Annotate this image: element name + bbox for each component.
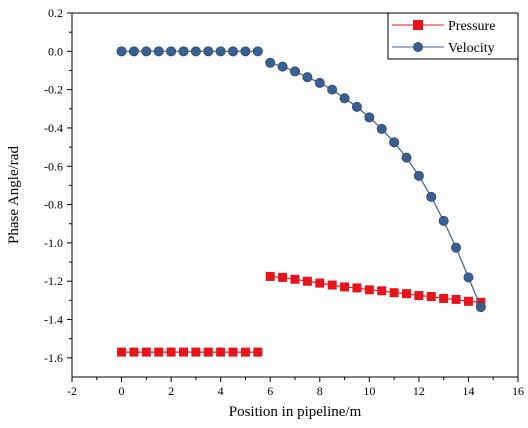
pressure-point	[141, 347, 151, 357]
pressure-point	[154, 347, 164, 357]
velocity-point	[289, 66, 300, 77]
x-tick-label: 16	[512, 384, 524, 398]
x-tick-label: 0	[119, 384, 125, 398]
x-tick-label: 2	[168, 384, 174, 398]
legend-box	[387, 12, 519, 60]
pressure-point	[203, 347, 213, 357]
velocity-point	[228, 46, 239, 57]
velocity-point	[314, 77, 325, 88]
velocity-point	[463, 272, 474, 283]
velocity-point	[351, 101, 362, 112]
velocity-point	[252, 46, 263, 57]
x-tick-label: 8	[317, 384, 323, 398]
y-tick-label: 0.2	[48, 6, 63, 20]
x-tick-label: 10	[363, 384, 375, 398]
velocity-point	[339, 93, 350, 104]
velocity-point	[128, 46, 139, 57]
y-tick-label: -1.4	[44, 313, 63, 327]
y-axis-title: Phase Angle/rad	[6, 146, 22, 244]
y-tick-label: -1.0	[44, 236, 63, 250]
velocity-point	[277, 61, 288, 72]
pressure-point	[129, 347, 139, 357]
axes-layer: -2 0 2 4 6 8 10 12 14 16 0.2 0.0 -0.2 -0.4 -0.6 -0.8 -1.…	[44, 6, 524, 398]
velocity-point	[364, 112, 375, 123]
x-tick-label: 12	[413, 384, 425, 398]
velocity-point	[401, 152, 412, 163]
pressure-point	[179, 347, 188, 357]
legend-pressure-marker	[413, 20, 423, 30]
pressure-point	[240, 347, 250, 357]
pressure-point	[463, 296, 473, 306]
pressure-point	[377, 286, 387, 296]
y-tick-label: 0.0	[48, 44, 63, 58]
pressure-point	[166, 347, 176, 357]
series-layer	[116, 46, 486, 357]
y-tick-label: -0.2	[44, 83, 63, 97]
pressure-point	[253, 347, 263, 357]
velocity-point	[426, 191, 437, 202]
pressure-point	[290, 274, 300, 284]
velocity-point	[438, 215, 449, 226]
legend-velocity-marker	[412, 42, 423, 53]
pressure-point	[414, 291, 424, 301]
velocity-point	[413, 170, 424, 181]
legend: Pressure Velocity	[387, 12, 519, 60]
pressure-point	[278, 272, 288, 282]
pressure-point	[191, 347, 201, 357]
velocity-point	[451, 242, 462, 253]
velocity-point	[376, 123, 387, 134]
x-axis-title: Position in pipeline/m	[229, 404, 362, 420]
velocity-point	[389, 137, 400, 148]
y-tick-label: -1.2	[44, 274, 63, 288]
x-tick-label: 4	[218, 384, 224, 398]
pressure-point	[216, 347, 226, 357]
velocity-point	[166, 46, 177, 57]
velocity-point	[215, 46, 226, 57]
pressure-point	[439, 293, 449, 303]
velocity-point	[116, 46, 127, 57]
velocity-point	[141, 46, 152, 57]
pressure-point	[340, 282, 350, 292]
pressure-point	[352, 283, 362, 293]
x-tick-label: 6	[267, 384, 273, 398]
x-tick-label: -2	[67, 384, 77, 398]
pressure-point	[327, 280, 337, 290]
pressure-point	[364, 285, 374, 295]
pressure-point	[402, 289, 411, 299]
velocity-point	[265, 57, 276, 68]
velocity-point	[240, 46, 251, 57]
pressure-series-line	[270, 275, 481, 303]
velocity-point	[203, 46, 214, 57]
pressure-point	[265, 271, 275, 281]
pressure-point	[389, 288, 399, 298]
velocity-point	[475, 302, 486, 313]
velocity-point	[178, 46, 189, 57]
legend-velocity-label: Velocity	[448, 41, 495, 56]
velocity-point	[190, 46, 201, 57]
pressure-point	[315, 278, 325, 288]
velocity-point	[153, 46, 164, 57]
velocity-point	[302, 72, 313, 83]
y-tick-label: -0.6	[44, 159, 63, 173]
pressure-point	[302, 276, 312, 286]
pressure-point	[228, 347, 238, 357]
y-tick-label: -0.4	[44, 121, 63, 135]
velocity-series-line	[270, 62, 482, 308]
y-tick-label: -1.6	[44, 351, 63, 365]
pressure-point	[117, 347, 127, 357]
x-tick-label: 14	[462, 384, 474, 398]
pressure-point	[426, 292, 436, 302]
pressure-point	[451, 294, 461, 304]
velocity-point	[327, 84, 338, 95]
y-tick-label: -0.8	[44, 198, 63, 212]
legend-pressure-label: Pressure	[448, 19, 495, 34]
